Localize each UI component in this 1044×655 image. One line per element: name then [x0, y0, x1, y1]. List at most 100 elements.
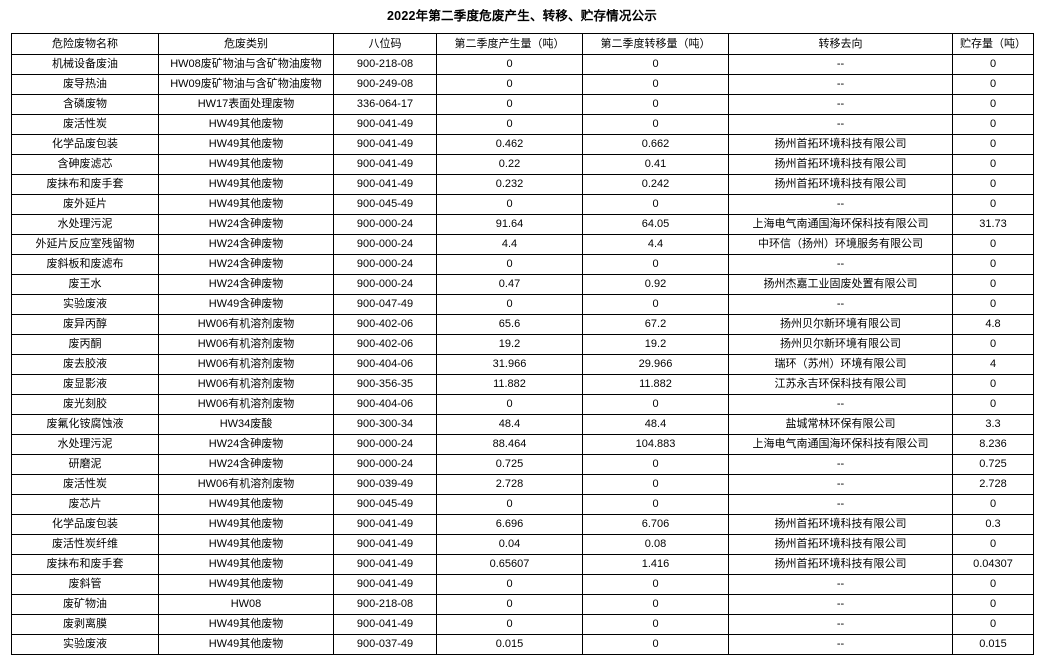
table-row: 废活性炭 HW49其他废物 900-041-49 0 0 -- 0: [11, 114, 1034, 135]
cell-stored: 0: [952, 374, 1034, 395]
cell-destination: 扬州首拓环境科技有限公司: [728, 534, 953, 555]
column-header-code: 八位码: [333, 33, 437, 55]
cell-code: 900-402-06: [333, 314, 437, 335]
table-row: 废矿物油 HW08 900-218-08 0 0 -- 0: [11, 594, 1034, 615]
cell-name: 废王水: [11, 274, 159, 295]
cell-name: 废光刻胶: [11, 394, 159, 415]
cell-name: 废氟化铵腐蚀液: [11, 414, 159, 435]
cell-category: HW06有机溶剂废物: [158, 354, 334, 375]
cell-name: 废导热油: [11, 74, 159, 95]
cell-category: HW49其他废物: [158, 174, 334, 195]
table-row: 废氟化铵腐蚀液 HW34废酸 900-300-34 48.4 48.4 盐城常林环保有限公…: [11, 414, 1034, 435]
cell-transferred: 0.92: [582, 274, 729, 295]
cell-stored: 0: [952, 94, 1034, 115]
cell-code: 900-041-49: [333, 174, 437, 195]
cell-name: 废芯片: [11, 494, 159, 515]
cell-code: 900-041-49: [333, 574, 437, 595]
column-header-produced: 第二季度产生量（吨）: [436, 33, 583, 55]
cell-transferred: 104.883: [582, 434, 729, 455]
cell-name: 废抹布和废手套: [11, 554, 159, 575]
cell-stored: 0: [952, 254, 1034, 275]
cell-produced: 0: [436, 54, 583, 75]
cell-name: 废异丙醇: [11, 314, 159, 335]
table-row: 机械设备废油 HW08废矿物油与含矿物油废物 900-218-08 0 0 -- 0: [11, 54, 1034, 75]
cell-produced: 0.22: [436, 154, 583, 175]
cell-destination: 扬州首拓环境科技有限公司: [728, 514, 953, 535]
cell-code: 900-000-24: [333, 274, 437, 295]
cell-name: 废剥离膜: [11, 614, 159, 635]
cell-code: 900-041-49: [333, 554, 437, 575]
cell-transferred: 0: [582, 94, 729, 115]
cell-destination: 瑞环（苏州）环境有限公司: [728, 354, 953, 375]
table-row: 废剥离膜 HW49其他废物 900-041-49 0 0 -- 0: [11, 614, 1034, 635]
cell-produced: 0: [436, 194, 583, 215]
cell-destination: 盐城常林环保有限公司: [728, 414, 953, 435]
cell-produced: 91.64: [436, 214, 583, 235]
cell-code: 900-218-08: [333, 594, 437, 615]
cell-produced: 0.462: [436, 134, 583, 155]
cell-stored: 0: [952, 574, 1034, 595]
table-row: 含砷废滤芯 HW49其他废物 900-041-49 0.22 0.41 扬州首拓环境科技有…: [11, 154, 1034, 175]
cell-stored: 0.725: [952, 454, 1034, 475]
cell-code: 900-000-24: [333, 454, 437, 475]
table-row: 废导热油 HW09废矿物油与含矿物油废物 900-249-08 0 0 -- 0: [11, 74, 1034, 95]
cell-category: HW49其他废物: [158, 134, 334, 155]
table-row: 水处理污泥 HW24含砷废物 900-000-24 88.464 104.883 上海电气…: [11, 434, 1034, 455]
table-row: 含磷废物 HW17表面处理废物 336-064-17 0 0 -- 0: [11, 94, 1034, 115]
cell-stored: 0: [952, 394, 1034, 415]
cell-destination: 扬州贝尔新环境有限公司: [728, 334, 953, 355]
table-row: 废异丙醇 HW06有机溶剂废物 900-402-06 65.6 67.2 扬州贝尔新环境有…: [11, 314, 1034, 335]
cell-produced: 0: [436, 394, 583, 415]
cell-code: 900-300-34: [333, 414, 437, 435]
cell-code: 900-041-49: [333, 514, 437, 535]
cell-produced: 48.4: [436, 414, 583, 435]
cell-stored: 0: [952, 294, 1034, 315]
cell-code: 900-000-24: [333, 434, 437, 455]
cell-destination: --: [728, 114, 953, 135]
cell-destination: 扬州贝尔新环境有限公司: [728, 314, 953, 335]
cell-transferred: 4.4: [582, 234, 729, 255]
cell-stored: 4.8: [952, 314, 1034, 335]
table-row: 废斜板和废滤布 HW24含砷废物 900-000-24 0 0 -- 0: [11, 254, 1034, 275]
table-row: 废光刻胶 HW06有机溶剂废物 900-404-06 0 0 -- 0: [11, 394, 1034, 415]
table-row: 化学品废包装 HW49其他废物 900-041-49 6.696 6.706 扬州首拓环境…: [11, 514, 1034, 535]
cell-produced: 0.04: [436, 534, 583, 555]
cell-category: HW06有机溶剂废物: [158, 314, 334, 335]
cell-stored: 2.728: [952, 474, 1034, 495]
cell-transferred: 0: [582, 574, 729, 595]
column-header-destination: 转移去向: [728, 33, 953, 55]
table-header: 危险废物名称 危废类别 八位码 第二季度产生量（吨） 第二季度转移量（吨） 转移…: [11, 33, 1034, 55]
cell-name: 废斜管: [11, 574, 159, 595]
table-row: 废外延片 HW49其他废物 900-045-49 0 0 -- 0: [11, 194, 1034, 215]
cell-transferred: 0: [582, 114, 729, 135]
cell-transferred: 0: [582, 474, 729, 495]
cell-stored: 4: [952, 354, 1034, 375]
cell-name: 废斜板和废滤布: [11, 254, 159, 275]
cell-code: 900-249-08: [333, 74, 437, 95]
cell-destination: --: [728, 94, 953, 115]
cell-stored: 0: [952, 594, 1034, 615]
cell-produced: 0: [436, 74, 583, 95]
cell-stored: 0: [952, 494, 1034, 515]
cell-produced: 0.725: [436, 454, 583, 475]
document-page: 2022年第二季度危废产生、转移、贮存情况公示 危险废物名称 危废类别 八位码 …: [11, 10, 1034, 655]
waste-table-container: 危险废物名称 危废类别 八位码 第二季度产生量（吨） 第二季度转移量（吨） 转移…: [11, 33, 1034, 655]
cell-transferred: 0: [582, 594, 729, 615]
cell-produced: 0: [436, 114, 583, 135]
cell-destination: --: [728, 614, 953, 635]
cell-destination: --: [728, 74, 953, 95]
cell-produced: 31.966: [436, 354, 583, 375]
cell-name: 废活性炭: [11, 114, 159, 135]
cell-destination: 扬州首拓环境科技有限公司: [728, 134, 953, 155]
cell-produced: 11.882: [436, 374, 583, 395]
cell-code: 900-000-24: [333, 214, 437, 235]
cell-transferred: 0: [582, 194, 729, 215]
cell-produced: 0.232: [436, 174, 583, 195]
cell-stored: 0: [952, 74, 1034, 95]
cell-transferred: 19.2: [582, 334, 729, 355]
table-row: 化学品废包装 HW49其他废物 900-041-49 0.462 0.662 扬州首拓环境…: [11, 134, 1034, 155]
cell-destination: 上海电气南通国海环保科技有限公司: [728, 434, 953, 455]
cell-stored: 0: [952, 234, 1034, 255]
cell-transferred: 0: [582, 634, 729, 655]
table-body: 机械设备废油 HW08废矿物油与含矿物油废物 900-218-08 0 0 -- 0 废导热油…: [11, 54, 1034, 655]
